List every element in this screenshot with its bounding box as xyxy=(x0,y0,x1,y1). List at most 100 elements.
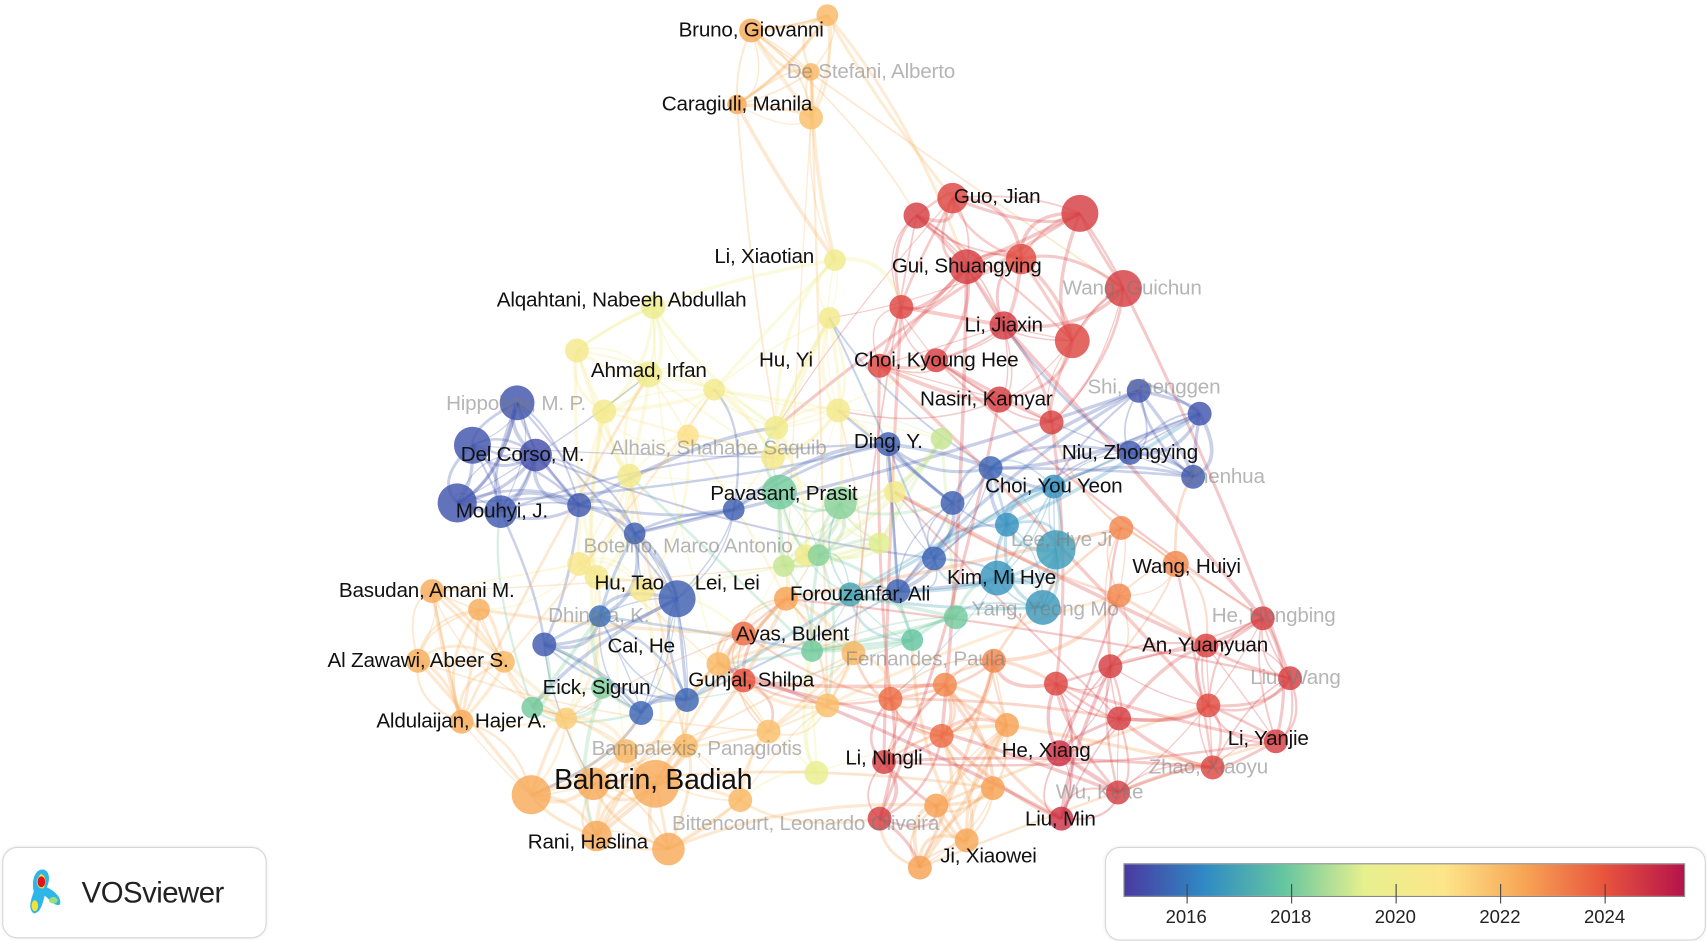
author-label[interactable]: Alhais, Shahabe Saquib xyxy=(610,437,827,460)
author-label[interactable]: Wang, Guichun xyxy=(1062,277,1202,300)
author-node[interactable] xyxy=(937,182,968,214)
author-node[interactable] xyxy=(815,693,840,718)
author-node[interactable] xyxy=(981,648,1006,673)
author-label[interactable]: Hu, Yi xyxy=(759,348,813,372)
author-node[interactable] xyxy=(658,580,696,618)
author-label[interactable]: Yang, Yeong Mo xyxy=(971,598,1119,622)
author-node[interactable] xyxy=(1126,378,1151,403)
author-node[interactable] xyxy=(677,424,699,447)
author-node[interactable] xyxy=(617,463,642,488)
author-label[interactable]: Ji, Xiaowei xyxy=(940,845,1037,869)
author-node[interactable] xyxy=(468,598,490,621)
author-node[interactable] xyxy=(1162,550,1189,577)
author-node[interactable] xyxy=(703,378,726,401)
author-node[interactable] xyxy=(867,806,892,831)
author-label[interactable]: Lei, Lei xyxy=(694,572,760,595)
author-node[interactable] xyxy=(1036,530,1076,570)
author-label[interactable]: Aldulaijan, Hajer A. xyxy=(376,710,547,734)
author-node[interactable] xyxy=(949,249,985,285)
author-node[interactable] xyxy=(588,605,611,628)
author-label[interactable]: Fernandes, Paula xyxy=(845,647,1006,671)
author-node[interactable] xyxy=(773,586,798,611)
author-node[interactable] xyxy=(567,493,592,518)
author-label[interactable]: Wang, Huiyi xyxy=(1132,555,1241,579)
author-node[interactable] xyxy=(499,385,535,421)
author-label[interactable]: Zhenhua xyxy=(1184,465,1265,489)
author-node[interactable] xyxy=(1263,729,1288,754)
author-node[interactable] xyxy=(994,512,1019,537)
author-node[interactable] xyxy=(1043,671,1068,696)
author-node[interactable] xyxy=(903,202,930,229)
author-node[interactable] xyxy=(929,723,954,748)
author-node[interactable] xyxy=(555,707,577,730)
author-node[interactable] xyxy=(564,338,589,363)
author-node[interactable] xyxy=(706,652,731,677)
author-node[interactable] xyxy=(449,709,474,734)
author-node[interactable] xyxy=(804,760,829,785)
author-label[interactable]: Ding, Y. xyxy=(853,430,923,454)
author-node[interactable] xyxy=(1187,401,1212,426)
author-label[interactable]: Eick, Sigrun xyxy=(542,676,651,700)
author-label[interactable]: Gunjal, Shilpa xyxy=(688,668,815,692)
author-node[interactable] xyxy=(484,495,518,528)
author-label[interactable]: Bruno, Giovanni xyxy=(678,19,824,42)
author-node[interactable] xyxy=(932,672,957,697)
author-node[interactable] xyxy=(801,640,823,662)
author-node[interactable] xyxy=(924,793,949,818)
author-label[interactable]: Cai, He xyxy=(607,635,675,659)
author-node[interactable] xyxy=(437,483,477,523)
author-node[interactable] xyxy=(764,415,789,440)
author-node[interactable] xyxy=(886,579,911,604)
author-label[interactable]: Li, Ningli xyxy=(845,747,923,771)
author-node[interactable] xyxy=(986,386,1013,413)
author-node[interactable] xyxy=(1098,654,1123,679)
author-label[interactable]: Al Zawawi, Abeer S. xyxy=(327,649,509,673)
author-node[interactable] xyxy=(731,668,756,693)
author-node[interactable] xyxy=(613,739,638,764)
author-label[interactable]: Baharin, Badiah xyxy=(554,763,753,796)
author-node[interactable] xyxy=(623,522,646,545)
author-node[interactable] xyxy=(867,353,892,378)
author-node[interactable] xyxy=(630,578,655,602)
author-label[interactable]: Liu, Wang xyxy=(1250,666,1341,690)
author-node[interactable] xyxy=(635,361,662,388)
author-label[interactable]: Nasiri, Kamyar xyxy=(919,388,1053,411)
author-node[interactable] xyxy=(980,776,1005,801)
author-node[interactable] xyxy=(521,696,544,719)
author-node[interactable] xyxy=(978,456,1003,481)
author-node[interactable] xyxy=(1041,474,1066,499)
author-label[interactable]: Li, Yanjie xyxy=(1227,727,1309,751)
author-node[interactable] xyxy=(1005,243,1037,275)
author-label[interactable]: Rani, Haslina xyxy=(527,831,648,855)
author-node[interactable] xyxy=(889,295,914,319)
author-node[interactable] xyxy=(1196,693,1221,718)
author-label[interactable]: Mouhyi, J. xyxy=(455,500,548,524)
author-label[interactable]: Basudan, Amani M. xyxy=(338,579,515,603)
author-node[interactable] xyxy=(641,295,666,319)
author-label[interactable]: Forouzanfar, Ali xyxy=(789,582,931,606)
author-label[interactable]: Zhao, Xiaoyu xyxy=(1148,756,1268,779)
author-node[interactable] xyxy=(592,399,617,424)
author-node[interactable] xyxy=(871,750,896,774)
author-label[interactable]: Li, Jiaxin xyxy=(964,314,1044,337)
author-node[interactable] xyxy=(1049,806,1074,831)
author-node[interactable] xyxy=(652,832,685,866)
author-label[interactable]: Choi, You Yeon xyxy=(985,475,1123,499)
author-node[interactable] xyxy=(420,579,445,604)
author-label[interactable]: Botelho, Marco Antonio xyxy=(583,535,793,558)
author-node[interactable] xyxy=(1250,606,1275,631)
author-node[interactable] xyxy=(1039,410,1064,435)
author-node[interactable] xyxy=(924,348,949,373)
author-node[interactable] xyxy=(722,498,745,521)
author-node[interactable] xyxy=(1046,740,1073,767)
author-node[interactable] xyxy=(762,474,797,510)
author-label[interactable]: Niu, Zhongying xyxy=(1061,441,1199,465)
author-label[interactable]: Ahmad, Irfan xyxy=(590,359,707,383)
author-node[interactable] xyxy=(816,4,839,27)
author-label[interactable]: Liu, Min xyxy=(1024,808,1096,832)
author-node[interactable] xyxy=(1107,706,1132,731)
author-node[interactable] xyxy=(799,105,823,130)
author-node[interactable] xyxy=(567,551,592,576)
